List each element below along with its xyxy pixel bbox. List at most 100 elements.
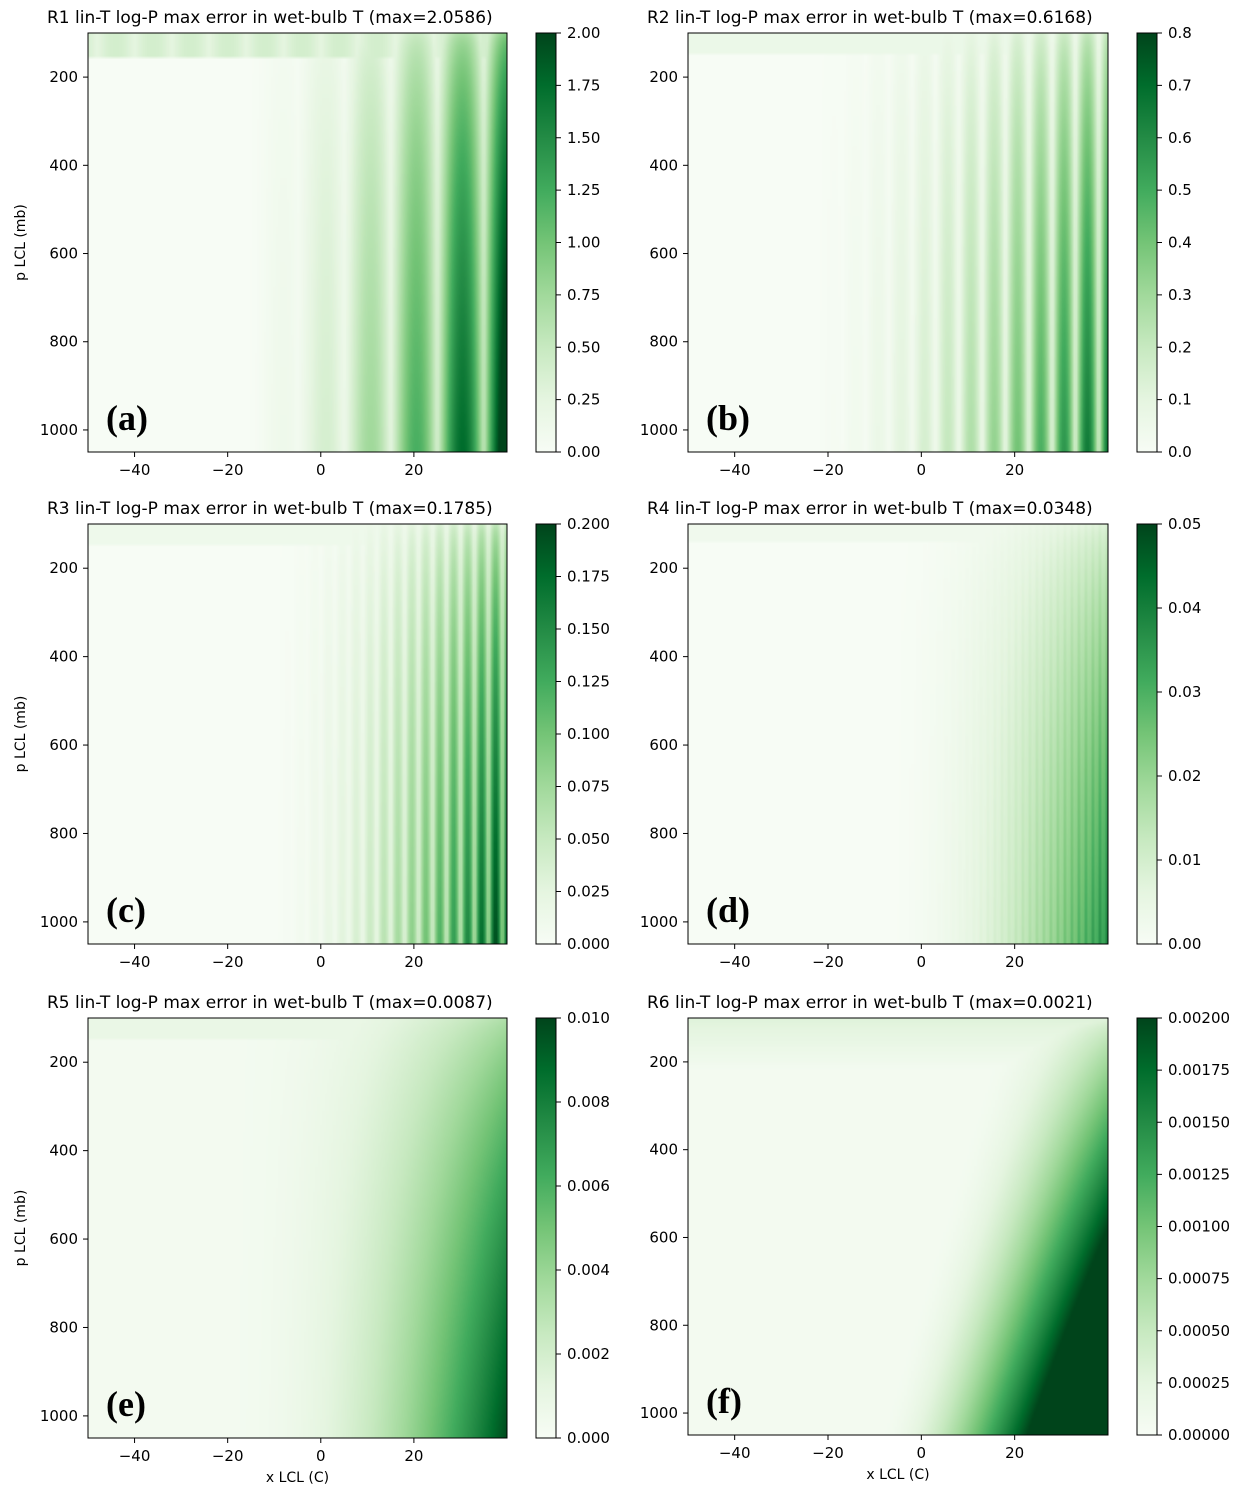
colorbar-tick-label: 0.02 (1168, 767, 1201, 785)
colorbar-tick-label: 0.00075 (1168, 1270, 1230, 1288)
panel-letter: (a) (106, 398, 148, 438)
x-tick-label: −40 (119, 461, 151, 479)
y-tick-label: 1000 (640, 913, 678, 931)
colorbar-tick-label: 0.175 (567, 568, 610, 586)
axes-frame (87, 1017, 508, 1439)
colorbar (1136, 523, 1158, 945)
colorbar-tick-label: 0.03 (1168, 683, 1201, 701)
x-tick-label: −40 (719, 953, 751, 971)
colorbar-tick-label: 0.05 (1168, 515, 1201, 533)
colorbar-tick-label: 0.050 (567, 830, 610, 848)
colorbar-tick-label: 0.100 (567, 725, 610, 743)
colorbar-tick-label: 0.002 (567, 1345, 610, 1363)
heatmap-image (88, 524, 507, 944)
panel-title: R2 lin-T log-P max error in wet-bulb T (… (647, 8, 1093, 28)
colorbar-tick-label: 0.00 (1168, 935, 1201, 953)
x-tick-label: −20 (212, 461, 244, 479)
colorbar-tick-label: 0.3 (1168, 286, 1192, 304)
y-tick-label: 400 (649, 156, 678, 174)
colorbar-tick-label: 0.00175 (1168, 1061, 1230, 1079)
colorbar-tick-label: 0.004 (567, 1261, 610, 1279)
colorbar-tick-label: 1.25 (567, 181, 600, 199)
x-tick-label: 0 (316, 461, 326, 479)
y-tick-label: 1000 (40, 913, 78, 931)
panel-letter: (c) (106, 890, 146, 930)
panel-title: R1 lin-T log-P max error in wet-bulb T (… (47, 8, 493, 28)
colorbar-tick-label: 0.010 (567, 1009, 610, 1027)
colorbar-tick-label: 0.00050 (1168, 1322, 1230, 1340)
x-tick-label: −20 (812, 953, 844, 971)
x-tick-label: −40 (119, 1447, 151, 1465)
colorbar-tick-label: 0.00125 (1168, 1165, 1230, 1183)
colorbar-tick-label: 0.200 (567, 515, 610, 533)
colorbar-tick-label: 0.4 (1168, 234, 1192, 252)
colorbar-tick-label: 0.006 (567, 1177, 610, 1195)
y-tick-label: 800 (49, 824, 78, 842)
colorbar-tick-label: 0.00100 (1168, 1218, 1230, 1236)
y-tick-label: 200 (649, 559, 678, 577)
heatmap-image (88, 1018, 507, 1438)
colorbar-tick-label: 0.00200 (1168, 1009, 1230, 1027)
panel-title: R3 lin-T log-P max error in wet-bulb T (… (47, 499, 493, 519)
x-tick-label: −40 (119, 953, 151, 971)
colorbar-tick-label: 0.5 (1168, 181, 1192, 199)
x-axis-label: x LCL (C) (866, 1467, 929, 1483)
x-tick-label: 20 (404, 461, 423, 479)
axes-frame (687, 32, 1109, 453)
colorbar-tick-label: 0.00150 (1168, 1113, 1230, 1131)
axes-frame (87, 32, 508, 453)
y-tick-label: 600 (649, 1228, 678, 1246)
colorbar-tick-label: 0.75 (567, 286, 600, 304)
x-tick-label: 0 (917, 1444, 927, 1462)
y-tick-label: 200 (49, 68, 78, 86)
y-tick-label: 400 (49, 648, 78, 666)
y-tick-label: 400 (649, 1141, 678, 1159)
heatmap-image (688, 524, 1108, 944)
y-tick-label: 800 (649, 333, 678, 351)
x-tick-label: −20 (212, 1447, 244, 1465)
y-tick-label: 200 (649, 1053, 678, 1071)
colorbar-tick-label: 2.00 (567, 24, 600, 42)
colorbar (1136, 1017, 1158, 1436)
y-tick-label: 800 (649, 824, 678, 842)
heatmap-image (688, 33, 1108, 452)
y-axis-label: p LCL (mb) (13, 696, 29, 773)
y-tick-label: 600 (49, 245, 78, 263)
x-tick-label: 20 (1005, 461, 1024, 479)
colorbar-tick-label: 0.01 (1168, 851, 1201, 869)
colorbar-tick-label: 0.1 (1168, 391, 1192, 409)
colorbar-tick-label: 1.00 (567, 234, 600, 252)
y-tick-label: 600 (49, 736, 78, 754)
y-tick-label: 600 (49, 1230, 78, 1248)
y-axis-label: p LCL (mb) (13, 204, 29, 281)
panel-letter: (b) (706, 398, 750, 438)
x-axis-label: x LCL (C) (266, 1470, 329, 1486)
y-tick-label: 400 (49, 156, 78, 174)
colorbar-tick-label: 0.0 (1168, 443, 1192, 461)
y-tick-label: 400 (649, 648, 678, 666)
y-tick-label: 1000 (640, 1404, 678, 1422)
colorbar-tick-label: 0.6 (1168, 129, 1192, 147)
colorbar-tick-label: 0.125 (567, 673, 610, 691)
colorbar-tick-label: 0.008 (567, 1093, 610, 1111)
axes-frame (87, 523, 508, 945)
panel-letter: (e) (106, 1384, 146, 1424)
x-tick-label: −40 (719, 461, 751, 479)
colorbar-tick-label: 0.000 (567, 1429, 610, 1447)
heatmap-image (88, 33, 507, 452)
colorbar (1136, 32, 1158, 453)
colorbar (535, 523, 557, 945)
y-tick-label: 800 (49, 1318, 78, 1336)
y-axis-label: p LCL (mb) (13, 1190, 29, 1267)
x-tick-label: −20 (812, 461, 844, 479)
colorbar-tick-label: 0.8 (1168, 24, 1192, 42)
y-tick-label: 400 (49, 1142, 78, 1160)
panel-title: R6 lin-T log-P max error in wet-bulb T (… (647, 993, 1093, 1013)
y-tick-label: 1000 (40, 421, 78, 439)
x-tick-label: 0 (316, 953, 326, 971)
panel-letter: (d) (706, 890, 750, 930)
y-tick-label: 1000 (40, 1407, 78, 1425)
colorbar-tick-label: 1.75 (567, 76, 600, 94)
axes-frame (687, 1017, 1109, 1436)
